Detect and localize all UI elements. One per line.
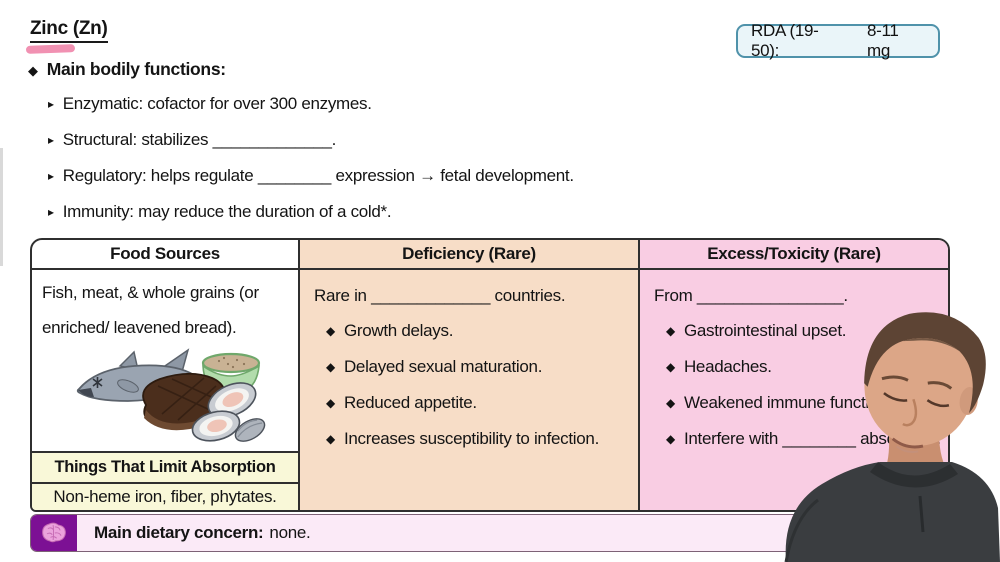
limit-absorption-text: Non-heme iron, fiber, phytates. bbox=[32, 484, 298, 510]
list-item: ◆ Growth delays. bbox=[326, 313, 624, 349]
diamond-bullet-icon: ◆ bbox=[326, 396, 335, 410]
functions-heading-label: Main bodily functions: bbox=[46, 59, 226, 79]
brain-icon bbox=[31, 515, 77, 551]
oysters-icon bbox=[191, 382, 266, 442]
food-sources-header: Food Sources bbox=[32, 240, 298, 270]
list-item-text: Gastrointestinal upset. bbox=[683, 321, 847, 340]
list-item-text: Growth delays. bbox=[343, 321, 454, 340]
list-item-text: Headaches. bbox=[683, 357, 772, 376]
deficiency-intro: Rare in _____________ countries. bbox=[314, 286, 566, 305]
dietary-concern-value: none. bbox=[269, 523, 311, 542]
functions-heading: ◆ Main bodily functions: bbox=[28, 59, 226, 80]
excess-cell: From ________________. ◆ Gastrointestinal… bbox=[640, 270, 948, 510]
diamond-bullet-icon: ◆ bbox=[28, 63, 38, 78]
list-item: ◆ Gastrointestinal upset. bbox=[666, 313, 934, 349]
function-item-regulatory: ▸ Regulatory: helps regulate ________ ex… bbox=[48, 166, 574, 186]
function-item-text: Enzymatic: cofactor for over 300 enzymes… bbox=[62, 94, 372, 113]
list-item-text: Reduced appetite. bbox=[343, 393, 477, 412]
function-item-text: Structural: stabilizes _____________. bbox=[62, 130, 337, 149]
triangle-bullet-icon: ▸ bbox=[48, 169, 54, 183]
rda-label: RDA (19-50): bbox=[751, 21, 819, 60]
triangle-bullet-icon: ▸ bbox=[48, 133, 54, 147]
diamond-bullet-icon: ◆ bbox=[666, 396, 675, 410]
function-item-immunity: ▸ Immunity: may reduce the duration of a… bbox=[48, 202, 392, 222]
food-sources-column: Food Sources Fish, meat, & whole grains … bbox=[32, 240, 298, 510]
diamond-bullet-icon: ◆ bbox=[326, 324, 335, 338]
function-item-structural: ▸ Structural: stabilizes _____________. bbox=[48, 130, 336, 150]
list-item: ◆ Interfere with ________ absorption. bbox=[666, 421, 941, 457]
list-item: ◆ Weakened immune function. bbox=[666, 385, 934, 421]
function-item-enzymatic: ▸ Enzymatic: cofactor for over 300 enzym… bbox=[48, 94, 372, 114]
diamond-bullet-icon: ◆ bbox=[326, 432, 335, 446]
list-item: ◆ Increases susceptibility to infection. bbox=[326, 421, 624, 457]
food-sources-cell: Fish, meat, & whole grains (or enriched/… bbox=[32, 270, 298, 451]
function-item-text: Regulatory: helps regulate ________ expr… bbox=[62, 166, 574, 185]
diamond-bullet-icon: ◆ bbox=[666, 432, 675, 446]
page-title: Zinc (Zn) bbox=[30, 18, 108, 43]
diamond-bullet-icon: ◆ bbox=[326, 360, 335, 374]
dietary-concern-label: Main dietary concern: bbox=[94, 523, 264, 542]
triangle-bullet-icon: ▸ bbox=[48, 205, 54, 219]
list-item-text: Interfere with ________ absorption. bbox=[683, 429, 941, 448]
list-item-text: Increases susceptibility to infection. bbox=[343, 429, 600, 448]
list-item-text: Weakened immune function. bbox=[683, 393, 892, 412]
dietary-concern-text: Main dietary concern: none. bbox=[94, 523, 311, 543]
excess-intro: From ________________. bbox=[654, 286, 848, 305]
excess-header: Excess/Toxicity (Rare) bbox=[640, 240, 948, 270]
food-illustration-icon bbox=[76, 348, 266, 442]
pink-highlight-marker bbox=[25, 44, 76, 54]
function-item-text: Immunity: may reduce the duration of a c… bbox=[62, 202, 392, 221]
rda-badge: RDA (19-50): 8-11 mg bbox=[736, 21, 940, 60]
deficiency-header: Deficiency (Rare) bbox=[300, 240, 638, 270]
diamond-bullet-icon: ◆ bbox=[666, 360, 675, 374]
limit-absorption-header: Things That Limit Absorption bbox=[32, 451, 298, 484]
triangle-bullet-icon: ▸ bbox=[48, 97, 54, 111]
list-item: ◆ Reduced appetite. bbox=[326, 385, 624, 421]
left-edge-strip bbox=[0, 148, 3, 266]
deficiency-list: ◆ Growth delays. ◆ Delayed sexual maturati… bbox=[314, 313, 624, 457]
diamond-bullet-icon: ◆ bbox=[666, 324, 675, 338]
deficiency-column: Deficiency (Rare) Rare in _____________ … bbox=[298, 240, 638, 510]
food-sources-text-line1: Fish, meat, & whole grains (or bbox=[42, 283, 259, 302]
list-item: ◆ Delayed sexual maturation. bbox=[326, 349, 624, 385]
list-item-text: Delayed sexual maturation. bbox=[343, 357, 543, 376]
rda-value: 8-11 mg bbox=[866, 21, 899, 60]
deficiency-cell: Rare in _____________ countries. ◆ Growth… bbox=[300, 270, 638, 510]
excess-list: ◆ Gastrointestinal upset. ◆ Headaches. ◆ We… bbox=[654, 313, 941, 457]
food-sources-text-line2: enriched/ leavened bread). bbox=[42, 318, 237, 337]
list-item: ◆ Headaches. bbox=[666, 349, 934, 385]
instructor-person bbox=[784, 312, 1000, 562]
